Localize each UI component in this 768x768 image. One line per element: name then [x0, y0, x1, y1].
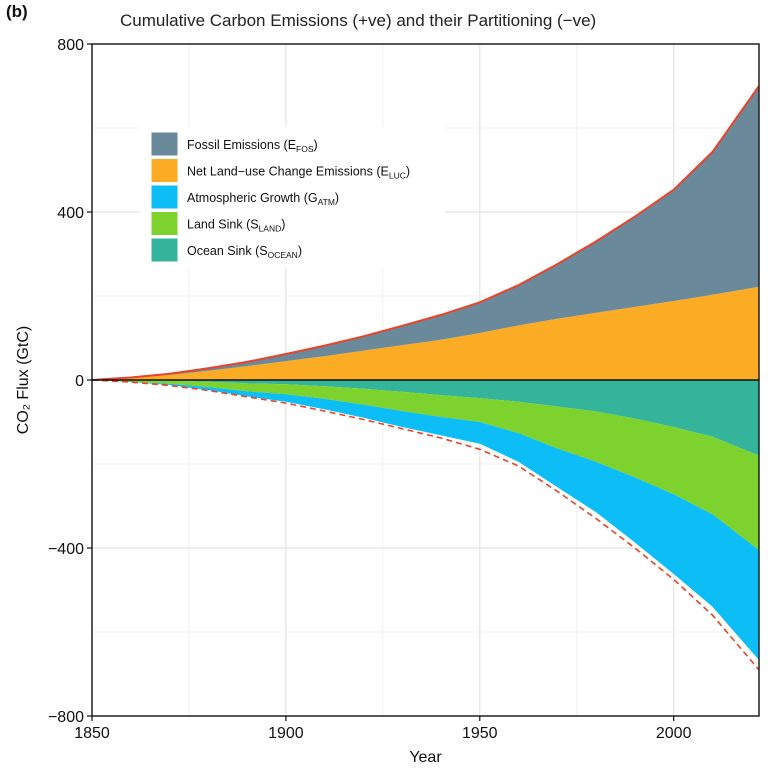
- area-fos: [92, 86, 759, 380]
- legend-swatch-fos: [150, 131, 179, 157]
- legend-swatch-land: [150, 211, 179, 236]
- panel-label: (b): [6, 2, 28, 21]
- area-land: [92, 380, 759, 551]
- x-tick-label: 1950: [462, 725, 498, 742]
- legend-swatch-luc: [150, 158, 179, 183]
- legend-swatch-ocean: [150, 237, 179, 263]
- area-series: [92, 86, 759, 661]
- legend: Fossil Emissions (EFOS) Net Land−use Chan…: [140, 127, 445, 267]
- axes: −800 −400 0 400 800 1850 1900 1950 2000 Year CO₂ F…: [15, 37, 760, 766]
- total-emissions-line: [91, 85, 760, 381]
- area-atm: [92, 380, 759, 661]
- legend-background: [140, 127, 445, 267]
- legend-swatch-atm: [150, 184, 179, 210]
- x-tick-label: 2000: [656, 725, 692, 742]
- legend-label-atm: Atmospheric Growth (GATM): [187, 191, 339, 207]
- y-tick-label: 800: [57, 37, 84, 54]
- area-luc: [92, 286, 759, 380]
- y-tick-label: 0: [75, 373, 84, 390]
- legend-label-fos: Fossil Emissions (EFOS): [187, 138, 318, 154]
- y-tick-label: −400: [48, 541, 84, 558]
- chart-title: Cumulative Carbon Emissions (+ve) and th…: [120, 11, 597, 30]
- x-tick-label: 1900: [268, 725, 304, 742]
- area-ocean: [92, 380, 759, 456]
- y-axis-title: CO₂ Flux (GtC): [15, 326, 32, 434]
- total-sinks-line: [91, 379, 760, 671]
- total-lines: [91, 85, 760, 671]
- legend-label-luc: Net Land−use Change Emissions (ELUC): [187, 165, 410, 181]
- x-tick-label: 1850: [74, 725, 110, 742]
- x-axis-title: Year: [409, 749, 442, 766]
- y-tick-label: −800: [48, 709, 84, 726]
- y-tick-label: 400: [57, 205, 84, 222]
